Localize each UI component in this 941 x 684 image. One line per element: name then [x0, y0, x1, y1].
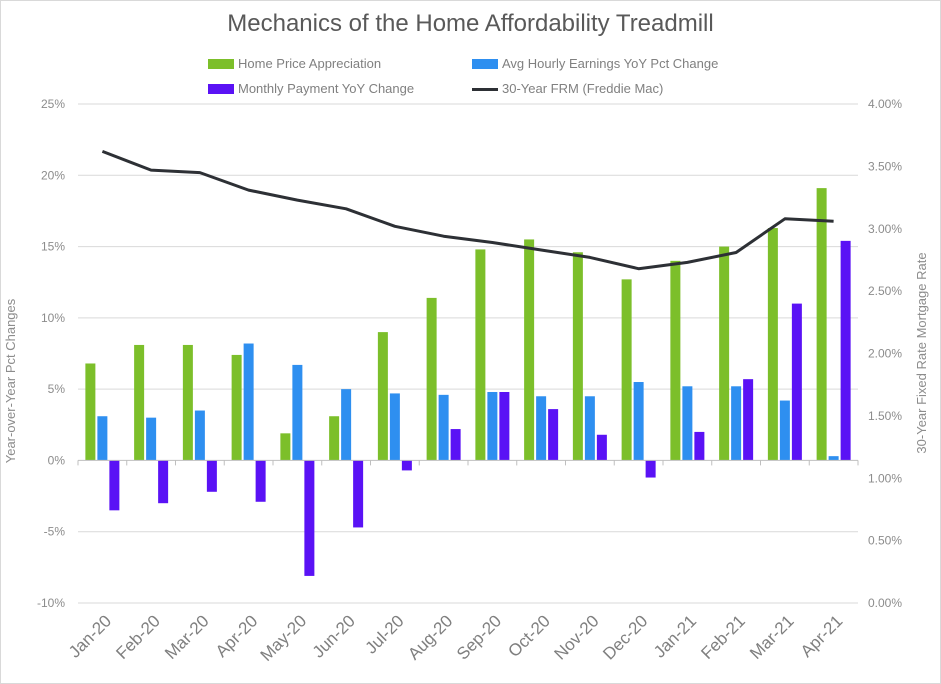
bar [548, 409, 559, 461]
bar [194, 410, 205, 461]
bar [572, 252, 583, 461]
bar [426, 297, 437, 461]
bar [438, 394, 449, 461]
bar [280, 433, 291, 461]
bars [85, 188, 851, 576]
bar [97, 416, 108, 461]
x-tick-label: Jun-20 [309, 611, 359, 661]
bar [828, 456, 839, 461]
x-tick-label: Dec-20 [599, 611, 651, 663]
legend-swatch-earnings [472, 59, 498, 69]
bar [450, 429, 461, 461]
y-right-tick-label: 0.50% [868, 534, 902, 548]
bar [645, 460, 656, 478]
bar [389, 393, 400, 461]
bar [329, 416, 340, 461]
bar [536, 396, 547, 461]
bar [791, 303, 802, 461]
legend-label-home-price: Home Price Appreciation [238, 56, 382, 71]
y-right-tick-label: 3.50% [868, 159, 902, 173]
y-left-tick-label: -5% [44, 525, 66, 539]
y-left-tick-label: 25% [41, 97, 65, 111]
y-left-tick-label: 15% [41, 240, 65, 254]
bar [134, 344, 145, 461]
legend-label-monthly-payment: Monthly Payment YoY Change [238, 81, 415, 96]
bar [816, 188, 827, 461]
bar [206, 460, 217, 492]
bar [182, 344, 193, 461]
bar [584, 396, 595, 461]
y-right-tick-label: 2.00% [868, 347, 902, 361]
x-tick-label: Jan-20 [65, 611, 115, 661]
bar [255, 460, 266, 502]
y-axis-right-label: 30-Year Fixed Rate Mortgage Rate [914, 252, 929, 453]
x-tick-label: Mar-21 [746, 611, 798, 663]
bar [596, 434, 607, 461]
bar [85, 363, 96, 461]
x-tick-label: Feb-21 [697, 611, 749, 663]
y-right-tick-label: 1.50% [868, 409, 902, 423]
y-right-tick-label: 3.00% [868, 222, 902, 236]
bar [487, 391, 498, 461]
x-tick-label: May-20 [257, 611, 311, 665]
bar [353, 460, 364, 528]
bar [731, 386, 742, 461]
bar [341, 389, 352, 461]
bar [231, 354, 242, 461]
y-right-tick-label: 0.00% [868, 596, 902, 610]
bar [779, 400, 790, 461]
y-axis-left-label: Year-over-Year Pct Changes [3, 298, 18, 463]
bar [243, 343, 254, 461]
legend-swatch-monthly-payment [208, 84, 234, 94]
y-right-tick-label: 1.00% [868, 471, 902, 485]
y-left-tick-label: -10% [37, 596, 65, 610]
bar [633, 382, 644, 461]
bar [499, 391, 510, 461]
bar [840, 240, 851, 461]
bar [524, 239, 535, 461]
bar [670, 260, 681, 461]
bar [719, 246, 730, 461]
x-tick-label: Sep-20 [453, 611, 505, 663]
x-tick-label: Oct-20 [504, 611, 554, 661]
bar [292, 364, 303, 461]
y-right-tick-label: 4.00% [868, 97, 902, 111]
bar [109, 460, 120, 511]
x-tick-label: Aug-20 [404, 611, 456, 663]
frm-line [101, 149, 834, 271]
frm-line-layer [101, 149, 834, 271]
bar [694, 431, 705, 461]
legend-swatch-home-price [208, 59, 234, 69]
x-tick-label: Jul-20 [362, 611, 408, 657]
y-left-tick-label: 10% [41, 311, 65, 325]
bar [743, 379, 754, 461]
bar [475, 249, 486, 461]
gridlines [78, 103, 858, 604]
chart-title: Mechanics of the Home Affordability Trea… [227, 10, 714, 37]
bar [401, 460, 412, 471]
x-tick-label: Mar-20 [161, 611, 213, 663]
bar [158, 460, 169, 504]
legend-swatch-frm [472, 88, 498, 91]
legend-label-frm: 30-Year FRM (Freddie Mac) [502, 81, 664, 96]
x-tick-label: Apr-20 [212, 611, 262, 661]
bar [621, 279, 632, 461]
bar [682, 386, 693, 461]
y-left-tick-label: 20% [41, 168, 65, 182]
y-left-tick-label: 5% [48, 382, 66, 396]
bar [304, 460, 315, 576]
x-tick-label: Feb-20 [112, 611, 164, 663]
bar [377, 332, 388, 461]
bar [767, 228, 778, 461]
y-right-tick-label: 2.50% [868, 284, 902, 298]
bar [146, 417, 157, 461]
x-tick-label: Jan-21 [650, 611, 700, 661]
legend-label-earnings: Avg Hourly Earnings YoY Pct Change [502, 56, 719, 71]
y-left-tick-label: 0% [48, 453, 66, 467]
x-tick-label: Nov-20 [551, 611, 603, 663]
x-tick-label: Apr-21 [797, 611, 847, 661]
